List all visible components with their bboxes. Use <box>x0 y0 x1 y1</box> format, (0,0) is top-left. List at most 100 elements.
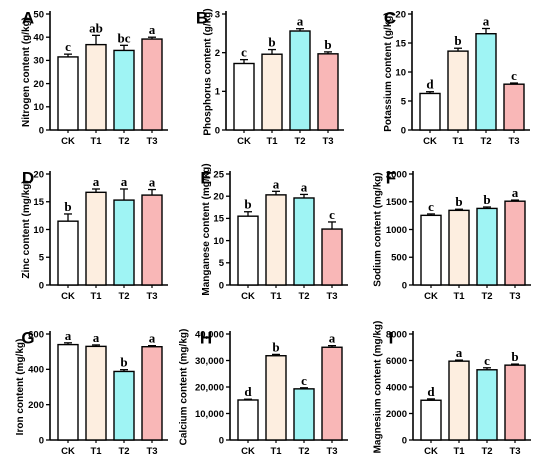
y-axis-label: Nitrogen content (g/kg) <box>21 17 32 127</box>
bar-t2 <box>293 197 315 286</box>
category-label: T3 <box>509 446 520 457</box>
significance-label: a <box>273 176 280 191</box>
y-tick-label: 30 <box>33 56 44 67</box>
category-label: CK <box>237 136 251 147</box>
y-tick-label: 20,000 <box>195 382 224 393</box>
bar-ck <box>57 220 79 286</box>
y-tick-label: 15 <box>33 197 44 208</box>
panel-letter: B <box>196 8 208 27</box>
bar-t1 <box>261 53 283 131</box>
significance-label: b <box>483 192 490 207</box>
y-tick-label: 2000 <box>386 169 407 180</box>
bar-t3 <box>321 346 343 441</box>
y-tick-label: 0 <box>219 280 224 291</box>
category-label: T3 <box>146 136 157 147</box>
significance-label: a <box>301 179 308 194</box>
panel-letter: H <box>200 328 212 347</box>
category-label: T2 <box>118 136 129 147</box>
category-label: CK <box>61 446 75 457</box>
bar-t3 <box>141 346 163 441</box>
category-label: CK <box>241 291 255 302</box>
y-tick-label: 3 <box>215 9 220 20</box>
y-tick-label: 0 <box>402 280 407 291</box>
y-tick-label: 1000 <box>386 225 407 236</box>
significance-label: a <box>149 331 156 346</box>
y-tick-label: 0 <box>39 280 44 291</box>
y-axis-label: Magnesium content (mg/kg) <box>373 321 384 454</box>
category-label: T1 <box>270 291 282 302</box>
y-tick-label: 15 <box>213 214 224 225</box>
bar-ck <box>237 399 259 441</box>
category-label: T1 <box>270 446 282 457</box>
category-label: T1 <box>453 446 465 457</box>
bar-t3 <box>141 194 163 286</box>
bar-ck <box>419 92 441 131</box>
y-axis-label: Zinc content (mg/kg) <box>21 180 32 278</box>
significance-label: c <box>241 45 247 60</box>
category-label: T1 <box>90 291 102 302</box>
y-axis-label: Iron content (mg/kg) <box>15 339 26 436</box>
category-label: T2 <box>118 291 129 302</box>
category-label: CK <box>61 136 75 147</box>
bar-t1 <box>85 43 107 131</box>
category-label: CK <box>423 136 437 147</box>
bar-t2 <box>293 388 315 441</box>
y-tick-label: 20 <box>33 79 44 90</box>
significance-label: b <box>511 349 518 364</box>
significance-label: c <box>65 39 71 54</box>
bar-t2 <box>476 369 498 441</box>
significance-label: b <box>268 35 275 50</box>
y-tick-label: 200 <box>28 400 44 411</box>
bar-t3 <box>504 200 526 286</box>
bar-ck <box>420 214 442 286</box>
significance-label: bc <box>118 30 131 45</box>
significance-label: a <box>483 14 490 29</box>
category-label: CK <box>424 446 438 457</box>
significance-label: a <box>121 174 128 189</box>
y-tick-label: 20 <box>395 9 406 20</box>
y-tick-label: 5 <box>39 253 45 264</box>
panel-letter: C <box>384 8 396 27</box>
bar-t1 <box>265 194 287 286</box>
category-label: T1 <box>266 136 278 147</box>
bar-ck <box>57 56 79 131</box>
bar-t2 <box>289 30 311 131</box>
bar-ck <box>233 62 255 131</box>
significance-label: a <box>297 14 304 29</box>
category-label: CK <box>241 446 255 457</box>
bar-t3 <box>317 53 339 131</box>
category-label: T2 <box>294 136 305 147</box>
y-tick-label: 20 <box>213 192 224 203</box>
significance-label: d <box>427 384 435 399</box>
category-label: T2 <box>480 136 491 147</box>
y-tick-label: 0 <box>402 435 407 446</box>
bar-t1 <box>447 50 469 131</box>
bar-t2 <box>113 49 135 131</box>
significance-label: b <box>324 37 331 52</box>
category-label: T2 <box>118 446 129 457</box>
significance-label: c <box>484 353 490 368</box>
y-tick-label: 10 <box>33 225 44 236</box>
significance-label: a <box>65 328 72 343</box>
y-tick-label: 10,000 <box>195 409 224 420</box>
y-tick-label: 2 <box>215 48 220 59</box>
bar-t1 <box>265 355 287 441</box>
bar-ck <box>420 399 442 441</box>
bar-t2 <box>476 207 498 286</box>
y-tick-label: 25 <box>213 169 224 180</box>
category-label: T2 <box>481 446 492 457</box>
category-label: T3 <box>508 136 519 147</box>
panel-letter: I <box>389 328 394 347</box>
category-label: T1 <box>90 446 102 457</box>
y-tick-label: 500 <box>391 253 407 264</box>
y-axis-label: Manganese content (mg/kg) <box>201 163 212 295</box>
category-label: T1 <box>90 136 102 147</box>
bar-t1 <box>85 191 107 286</box>
bar-t2 <box>113 199 135 286</box>
panel-letter: E <box>200 168 211 187</box>
bar-t2 <box>475 33 497 131</box>
y-tick-label: 10 <box>395 67 406 78</box>
